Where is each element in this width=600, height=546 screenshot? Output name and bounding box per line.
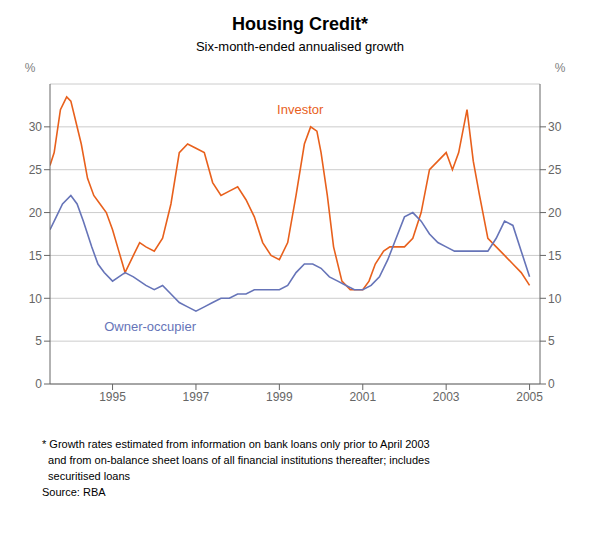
svg-text:0: 0 [548, 377, 555, 391]
svg-text:30: 30 [29, 120, 43, 134]
svg-text:5: 5 [548, 334, 555, 348]
svg-text:2005: 2005 [516, 390, 543, 404]
svg-text:30: 30 [548, 120, 562, 134]
svg-text:15: 15 [548, 249, 562, 263]
html-text:* Growth rates estimated from: * Growth rates estimated from informatio… [42, 438, 430, 482]
html-text:Six-month-ended annualised gro: Six-month-ended annualised growth [195, 39, 405, 54]
svg-text:20: 20 [548, 206, 562, 220]
svg-text:25: 25 [29, 163, 43, 177]
svg-text:5: 5 [35, 334, 42, 348]
svg-text:%: % [25, 61, 36, 75]
html-text:Source: RBA: Source: RBA [42, 486, 106, 498]
svg-text:25: 25 [548, 163, 562, 177]
svg-text:2001: 2001 [349, 390, 376, 404]
svg-text:1995: 1995 [99, 390, 126, 404]
svg-text:%: % [555, 61, 566, 75]
svg-text:1997: 1997 [183, 390, 210, 404]
svg-text:20: 20 [29, 206, 43, 220]
svg-text:0: 0 [35, 377, 42, 391]
svg-text:10: 10 [29, 292, 43, 306]
svg-text:2003: 2003 [433, 390, 460, 404]
svg-text:15: 15 [29, 249, 43, 263]
html-text:Housing Credit*: Housing Credit* [232, 14, 368, 34]
svg-text:Investor: Investor [277, 102, 324, 117]
svg-text:Owner-occupier: Owner-occupier [104, 319, 196, 334]
svg-text:1999: 1999 [266, 390, 293, 404]
svg-text:10: 10 [548, 292, 562, 306]
